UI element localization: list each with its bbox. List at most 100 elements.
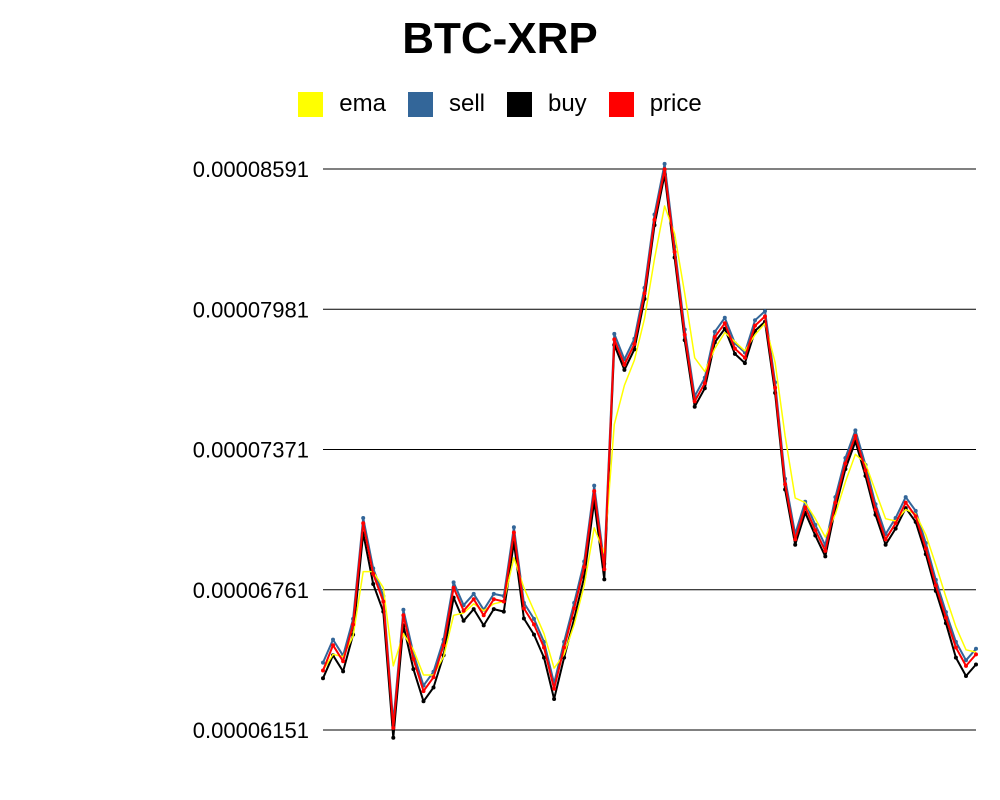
y-tick-label: 0.00007981: [193, 297, 309, 322]
data-point-price: [763, 314, 767, 319]
data-point-price: [773, 385, 778, 390]
y-tick-label: 0.00006151: [193, 718, 309, 743]
data-point-price: [391, 725, 396, 730]
data-point-sell: [451, 580, 456, 585]
data-point-buy: [341, 669, 346, 674]
legend-item-price: price: [608, 90, 702, 118]
data-point-sell: [491, 591, 496, 596]
data-point-price: [461, 608, 466, 613]
data-point-price: [923, 546, 928, 551]
data-point-price: [823, 548, 828, 553]
data-point-buy: [883, 542, 888, 547]
data-point-price: [883, 537, 888, 542]
data-point-buy: [481, 623, 486, 628]
data-point-buy: [903, 506, 908, 511]
data-point-price: [873, 507, 878, 512]
data-point-buy: [471, 607, 476, 612]
data-point-buy: [953, 655, 958, 660]
series-ema: [322, 205, 977, 676]
data-point-price: [321, 668, 325, 673]
data-point-price: [964, 663, 968, 668]
data-point-price: [351, 622, 356, 627]
legend-item-sell: sell: [407, 90, 485, 118]
data-point-price: [562, 645, 567, 650]
data-point-sell: [964, 658, 968, 663]
legend-swatch: [506, 91, 532, 117]
data-point-price: [853, 433, 858, 438]
data-point-buy: [501, 609, 506, 614]
data-point-price: [491, 597, 496, 602]
data-point-buy: [542, 655, 546, 660]
data-point-price: [401, 613, 406, 618]
data-point-price: [732, 346, 737, 351]
legend-label: buy: [547, 90, 587, 117]
data-point-buy: [371, 582, 376, 586]
y-axis-ticks: 0.00008591 0.00007981 0.00007371 0.00006761…: [193, 157, 309, 743]
data-point-price: [612, 337, 617, 342]
data-point-buy: [622, 367, 627, 372]
series-line-sell: [322, 162, 977, 724]
data-point-sell: [321, 660, 325, 665]
data-point-price: [471, 597, 476, 602]
legend: ema sell buy price: [0, 90, 1000, 118]
series-price: [321, 167, 978, 730]
data-point-sell: [662, 161, 667, 166]
data-point-buy: [732, 351, 737, 356]
legend-swatch: [298, 91, 324, 117]
data-point-price: [974, 652, 978, 657]
data-point-price: [642, 291, 647, 296]
data-point-sell: [361, 516, 366, 520]
data-point-price: [622, 362, 627, 367]
data-point-price: [592, 489, 597, 494]
data-point-price: [893, 521, 898, 526]
data-point-price: [863, 468, 868, 473]
data-point-price: [521, 606, 526, 611]
data-point-buy: [964, 674, 968, 678]
data-point-buy: [421, 699, 426, 704]
data-point-price: [753, 323, 757, 328]
data-point-price: [953, 645, 958, 650]
data-point-sell: [722, 315, 727, 320]
data-point-price: [672, 250, 677, 254]
data-point-buy: [521, 616, 526, 621]
data-point-price: [501, 599, 506, 604]
data-point-price: [572, 606, 577, 611]
data-point-buy: [391, 735, 396, 740]
data-point-buy: [692, 404, 697, 409]
data-point-price: [451, 585, 456, 590]
data-point-price: [742, 355, 747, 360]
data-point-buy: [552, 697, 557, 701]
chart-title: BTC-XRP: [402, 14, 598, 63]
data-point-price: [542, 645, 546, 650]
data-point-price: [793, 537, 798, 542]
data-point-price: [532, 622, 536, 627]
series-layer: [321, 161, 978, 740]
data-point-price: [411, 657, 416, 661]
data-point-sell: [471, 591, 476, 596]
y-tick-label: 0.00006761: [193, 578, 309, 603]
data-point-sell: [763, 309, 767, 314]
legend-item-buy: buy: [506, 90, 587, 118]
data-point-buy: [461, 618, 466, 623]
legend-label: sell: [448, 90, 485, 117]
data-point-price: [783, 482, 788, 487]
data-point-price: [712, 335, 717, 340]
data-point-sell: [913, 508, 918, 513]
data-point-buy: [321, 676, 325, 681]
data-point-sell: [612, 331, 617, 336]
data-point-price: [682, 332, 687, 337]
data-point-sell: [511, 525, 516, 530]
data-point-price: [833, 500, 838, 505]
data-point-buy: [974, 662, 978, 667]
data-point-price: [381, 599, 386, 604]
data-point-sell: [592, 483, 597, 488]
data-point-sell: [853, 428, 858, 433]
data-point-price: [652, 217, 657, 222]
data-point-buy: [532, 632, 536, 637]
data-point-price: [602, 567, 607, 572]
data-point-price: [431, 675, 436, 680]
data-point-buy: [742, 361, 747, 366]
data-point-price: [331, 643, 335, 648]
data-point-price: [692, 399, 697, 404]
